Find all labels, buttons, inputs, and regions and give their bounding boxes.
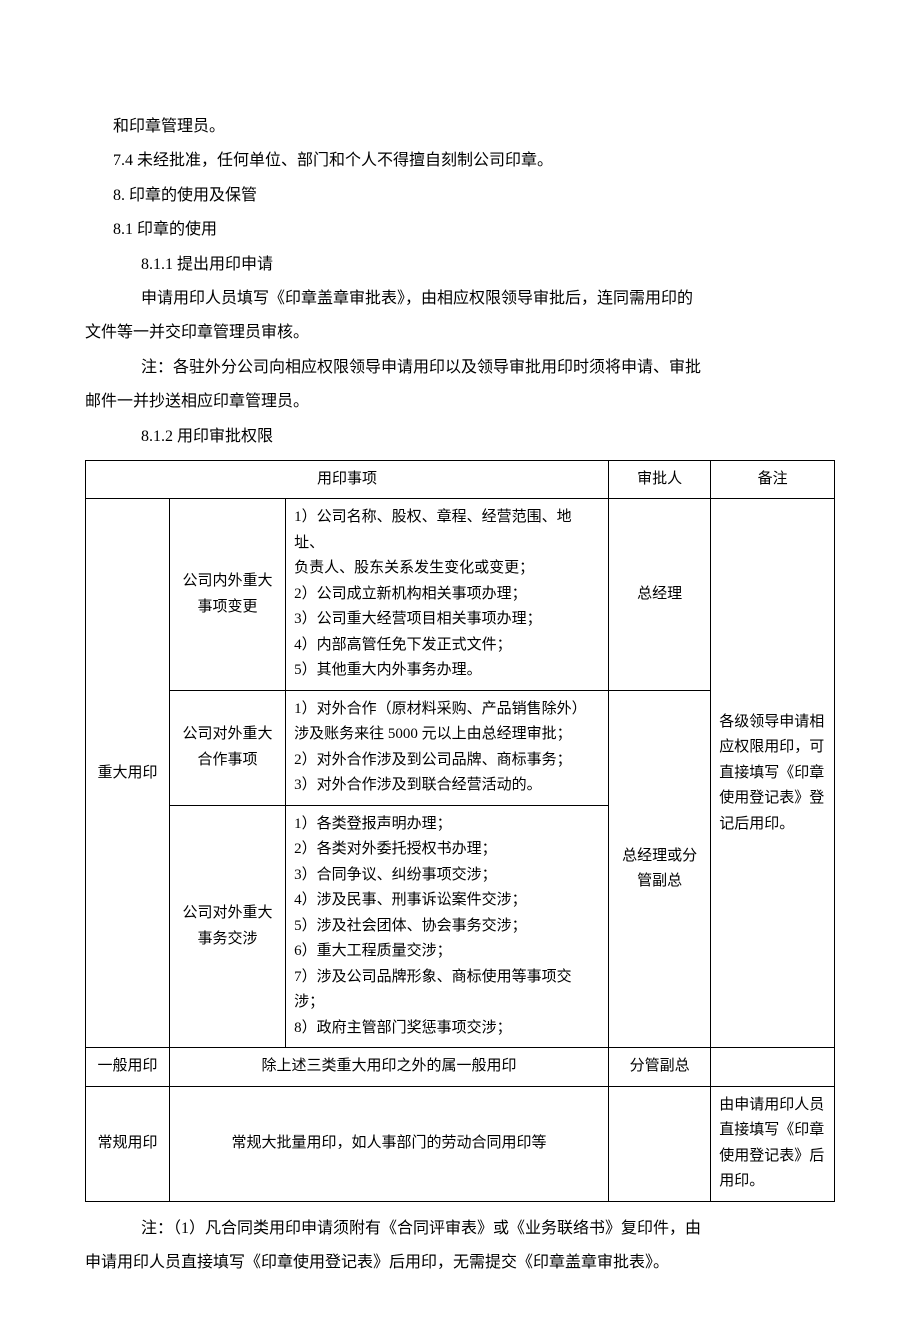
list-item: 2）公司成立新机构相关事项办理；	[294, 582, 600, 608]
header-approver: 审批人	[609, 460, 711, 499]
list-item: 6）重大工程质量交涉；	[294, 939, 600, 965]
cell-detail-routine: 常规大批量用印，如人事部门的劳动合同用印等	[169, 1086, 608, 1201]
list-item: 2）各类对外委托授权书办理；	[294, 837, 600, 863]
document-page: 和印章管理员。 7.4 未经批准，任何单位、部门和个人不得擅自刻制公司印章。 8…	[0, 0, 920, 1341]
cell-approver-2-3: 总经理或分管副总	[609, 690, 711, 1048]
footnote-1b: 申请用印人员直接填写《印章使用登记表》后用印，无需提交《印章盖章审批表》。	[85, 1246, 835, 1280]
cell-approver-1: 总经理	[609, 499, 711, 691]
list-item: 1）各类登报声明办理；	[294, 812, 600, 838]
paragraph-note-b: 邮件一并抄送相应印章管理员。	[85, 385, 835, 419]
cell-detail-general: 除上述三类重大用印之外的属一般用印	[169, 1048, 608, 1087]
cell-note-major: 各级领导申请相应权限用印，可直接填写《印章使用登记表》登记后用印。	[711, 499, 835, 1048]
paragraph-apply-b: 文件等一并交印章管理员审核。	[85, 316, 835, 350]
cell-category-routine: 常规用印	[86, 1086, 170, 1201]
cell-approver-general: 分管副总	[609, 1048, 711, 1087]
list-item: 4）内部高管任免下发正式文件；	[294, 633, 600, 659]
table-row-major-1: 重大用印 公司内外重大事项变更 1）公司名称、股权、章程、经营范围、地址、 负责…	[86, 499, 835, 691]
cell-sub-2: 公司对外重大合作事项	[169, 690, 285, 805]
list-item: 3）合同争议、纠纷事项交涉；	[294, 863, 600, 889]
heading-8-1-2: 8.1.2 用印审批权限	[85, 420, 835, 454]
heading-8-1: 8.1 印章的使用	[85, 213, 835, 247]
cell-note-routine: 由申请用印人员直接填写《印章使用登记表》后用印。	[711, 1086, 835, 1201]
header-matter: 用印事项	[86, 460, 609, 499]
heading-8-1-1: 8.1.1 提出用印申请	[85, 248, 835, 282]
list-item: 5）涉及社会团体、协会事务交涉；	[294, 914, 600, 940]
paragraph-note-a: 注：各驻外分公司向相应权限领导申请用印以及领导审批用印时须将申请、审批	[85, 351, 835, 385]
table-row-routine: 常规用印 常规大批量用印，如人事部门的劳动合同用印等 由申请用印人员直接填写《印…	[86, 1086, 835, 1201]
list-item: 1）对外合作（原材料采购、产品销售除外）	[294, 697, 600, 723]
list-item: 2）对外合作涉及到公司品牌、商标事务；	[294, 748, 600, 774]
cell-detail-2: 1）对外合作（原材料采购、产品销售除外） 涉及账务来往 5000 元以上由总经理…	[286, 690, 609, 805]
cell-detail-1: 1）公司名称、股权、章程、经营范围、地址、 负责人、股东关系发生变化或变更； 2…	[286, 499, 609, 691]
paragraph-7-4: 7.4 未经批准，任何单位、部门和个人不得擅自刻制公司印章。	[85, 144, 835, 178]
list-item: 负责人、股东关系发生变化或变更；	[294, 556, 600, 582]
paragraph-apply-a: 申请用印人员填写《印章盖章审批表》，由相应权限领导审批后，连同需用印的	[85, 282, 835, 316]
cell-sub-1: 公司内外重大事项变更	[169, 499, 285, 691]
cell-category-general: 一般用印	[86, 1048, 170, 1087]
table-header-row: 用印事项 审批人 备注	[86, 460, 835, 499]
list-item: 3）公司重大经营项目相关事项办理；	[294, 607, 600, 633]
header-note: 备注	[711, 460, 835, 499]
cell-note-general	[711, 1048, 835, 1087]
list-item: 涉及账务来往 5000 元以上由总经理审批；	[294, 722, 600, 748]
cell-sub-3: 公司对外重大事务交涉	[169, 805, 285, 1048]
list-item: 7）涉及公司品牌形象、商标使用等事项交涉；	[294, 965, 600, 1016]
approval-authority-table: 用印事项 审批人 备注 重大用印 公司内外重大事项变更 1）公司名称、股权、章程…	[85, 460, 835, 1202]
cell-approver-routine	[609, 1086, 711, 1201]
paragraph-continuation: 和印章管理员。	[85, 110, 835, 144]
list-item: 8）政府主管部门奖惩事项交涉；	[294, 1016, 600, 1042]
list-item: 4）涉及民事、刑事诉讼案件交涉；	[294, 888, 600, 914]
list-item: 3）对外合作涉及到联合经营活动的。	[294, 773, 600, 799]
table-row-general: 一般用印 除上述三类重大用印之外的属一般用印 分管副总	[86, 1048, 835, 1087]
list-item: 5）其他重大内外事务办理。	[294, 658, 600, 684]
footnote-1a: 注：（1）凡合同类用印申请须附有《合同评审表》或《业务联络书》复印件，由	[85, 1212, 835, 1246]
list-item: 1）公司名称、股权、章程、经营范围、地址、	[294, 505, 600, 556]
heading-8: 8. 印章的使用及保管	[85, 179, 835, 213]
cell-detail-3: 1）各类登报声明办理； 2）各类对外委托授权书办理； 3）合同争议、纠纷事项交涉…	[286, 805, 609, 1048]
cell-category-major: 重大用印	[86, 499, 170, 1048]
